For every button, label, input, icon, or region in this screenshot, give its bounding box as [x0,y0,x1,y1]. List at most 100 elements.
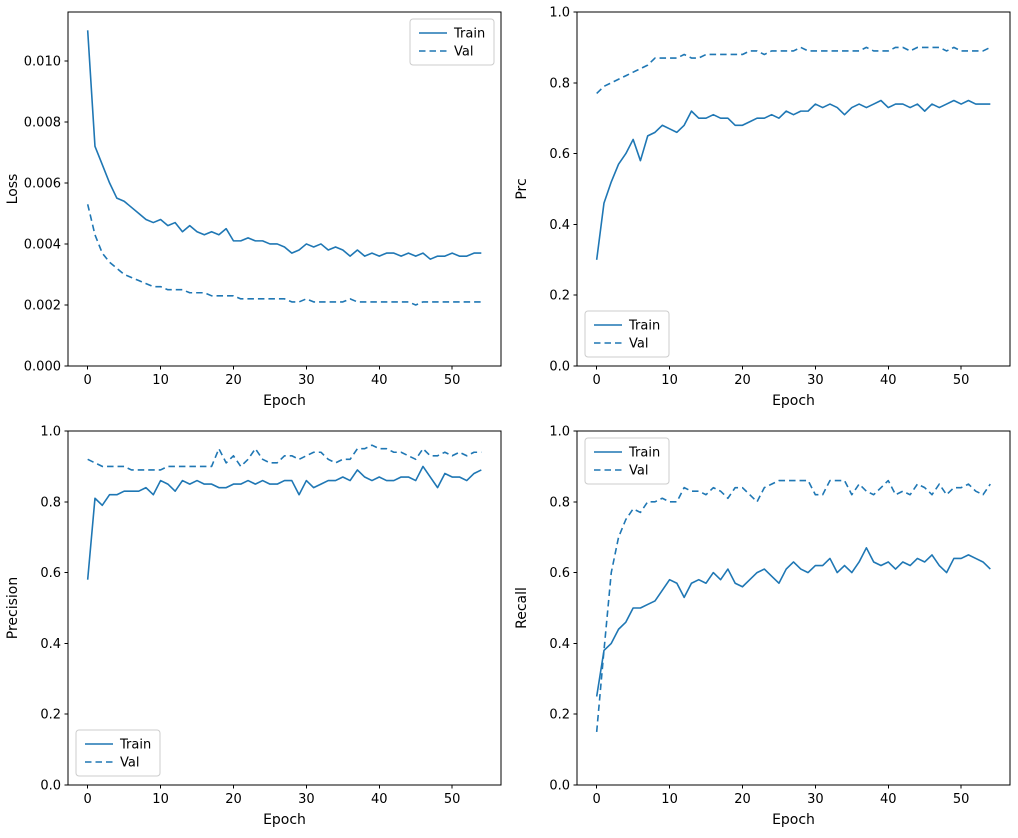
x-tick-label: 40 [880,792,897,807]
precision-subplot: 0 10 20 30 40 50 0.0 0.2 0.4 0.6 0.8 1.0 Epoch Precis… [0,419,509,838]
y-tick-label: 0.4 [549,218,570,233]
x-axis-ticks: 0 10 20 30 40 50 [84,366,461,388]
y-tick-label: 0.0 [40,779,61,794]
y-tick-label: 0.6 [549,147,570,162]
series-lines [86,444,482,580]
x-tick-label: 20 [734,792,751,807]
y-axis-ticks: 0.0 0.2 0.4 0.6 0.8 1.0 [549,425,577,794]
legend: Train Val [584,437,670,485]
y-axis-label: Recall [514,587,530,629]
recall-subplot: 0 10 20 30 40 50 0.0 0.2 0.4 0.6 0.8 1.0 Epoch Recall… [509,419,1018,838]
y-tick-label: 0.4 [40,637,61,652]
precision-chart: 0 10 20 30 40 50 0.0 0.2 0.4 0.6 0.8 1.0 Epoch Precis… [5,425,502,828]
train-line [595,547,991,697]
series-lines [595,46,991,260]
prc-subplot: 0 10 20 30 40 50 0.0 0.2 0.4 0.6 0.8 1.0 Epoch Prc Tra… [509,0,1018,419]
x-axis-label: Epoch [772,812,815,828]
legend-label: Train [628,319,660,334]
train-line [86,465,482,580]
legend-label: Train [628,446,660,461]
y-tick-label: 0.000 [24,360,61,375]
x-axis-label: Epoch [772,393,815,409]
recall-chart: 0 10 20 30 40 50 0.0 0.2 0.4 0.6 0.8 1.0 Epoch Recall… [514,425,1011,828]
y-tick-label: 0.6 [40,566,61,581]
y-axis-label: Prc [514,178,530,199]
x-tick-label: 30 [298,792,315,807]
y-tick-label: 0.0 [549,360,570,375]
x-axis-label: Epoch [263,393,306,409]
x-tick-label: 10 [661,373,678,388]
series-lines [595,479,991,732]
x-tick-label: 20 [734,373,751,388]
val-line [595,479,991,732]
x-tick-label: 50 [444,373,461,388]
val-line [596,46,991,94]
axes-box [67,430,502,786]
x-tick-label: 40 [371,373,388,388]
y-tick-label: 0.008 [24,115,61,130]
prc-chart: 0 10 20 30 40 50 0.0 0.2 0.4 0.6 0.8 1.0 Epoch Prc Tra… [514,6,1011,409]
y-tick-label: 0.2 [549,708,570,723]
x-tick-label: 40 [880,373,897,388]
x-tick-label: 10 [152,373,169,388]
y-axis-ticks: 0.0 0.2 0.4 0.6 0.8 1.0 [40,425,68,794]
y-axis-label: Loss [5,174,21,205]
y-tick-label: 0.8 [549,76,570,91]
x-tick-label: 30 [807,792,824,807]
val-line [86,204,482,306]
x-axis-ticks: 0 10 20 30 40 50 [593,366,970,388]
x-tick-label: 20 [225,792,242,807]
legend: Train Val [75,729,161,777]
x-tick-label: 30 [807,373,824,388]
legend: Train Val [584,310,670,358]
y-tick-label: 1.0 [40,425,61,440]
y-tick-label: 0.6 [549,566,570,581]
y-tick-label: 0.010 [24,54,61,69]
y-axis-ticks: 0.0 0.2 0.4 0.6 0.8 1.0 [549,6,577,375]
x-axis-label: Epoch [263,812,306,828]
legend-label: Train [453,27,485,42]
y-tick-label: 0.8 [40,495,61,510]
train-line [86,30,482,260]
legend-label: Val [454,45,473,60]
y-axis-ticks: 0.000 0.002 0.004 0.006 0.008 0.010 [24,54,68,375]
x-tick-label: 30 [298,373,315,388]
axes-box [67,11,502,367]
legend: Train Val [409,18,495,66]
y-tick-label: 0.8 [549,495,570,510]
y-tick-label: 0.2 [40,708,61,723]
x-tick-label: 0 [84,373,92,388]
series-lines [86,30,482,306]
loss-subplot: 0 10 20 30 40 50 0.000 0.002 0.004 0.006 0.008 0.01… [0,0,509,419]
x-tick-label: 20 [225,373,242,388]
loss-chart: 0 10 20 30 40 50 0.000 0.002 0.004 0.006 0.008 0.01… [5,11,502,409]
y-tick-label: 1.0 [549,6,570,21]
x-tick-label: 50 [953,792,970,807]
axes-box [576,11,1011,367]
x-tick-label: 10 [152,792,169,807]
val-line [87,444,482,471]
axes-box [576,430,1011,786]
legend-label: Train [119,738,151,753]
y-axis-label: Precision [5,577,21,639]
legend-label: Val [629,464,648,479]
y-tick-label: 1.0 [549,425,570,440]
x-tick-label: 40 [371,792,388,807]
x-axis-ticks: 0 10 20 30 40 50 [84,785,461,807]
y-tick-label: 0.4 [549,637,570,652]
y-tick-label: 0.2 [549,289,570,304]
x-axis-ticks: 0 10 20 30 40 50 [593,785,970,807]
x-tick-label: 0 [593,373,601,388]
x-tick-label: 50 [953,373,970,388]
x-tick-label: 10 [661,792,678,807]
y-tick-label: 0.004 [24,237,61,252]
y-tick-label: 0.0 [549,779,570,794]
x-tick-label: 0 [593,792,601,807]
y-tick-label: 0.002 [24,298,61,313]
legend-label: Val [120,756,139,771]
x-tick-label: 50 [444,792,461,807]
train-line [595,99,991,260]
legend-label: Val [629,337,648,352]
y-tick-label: 0.006 [24,176,61,191]
